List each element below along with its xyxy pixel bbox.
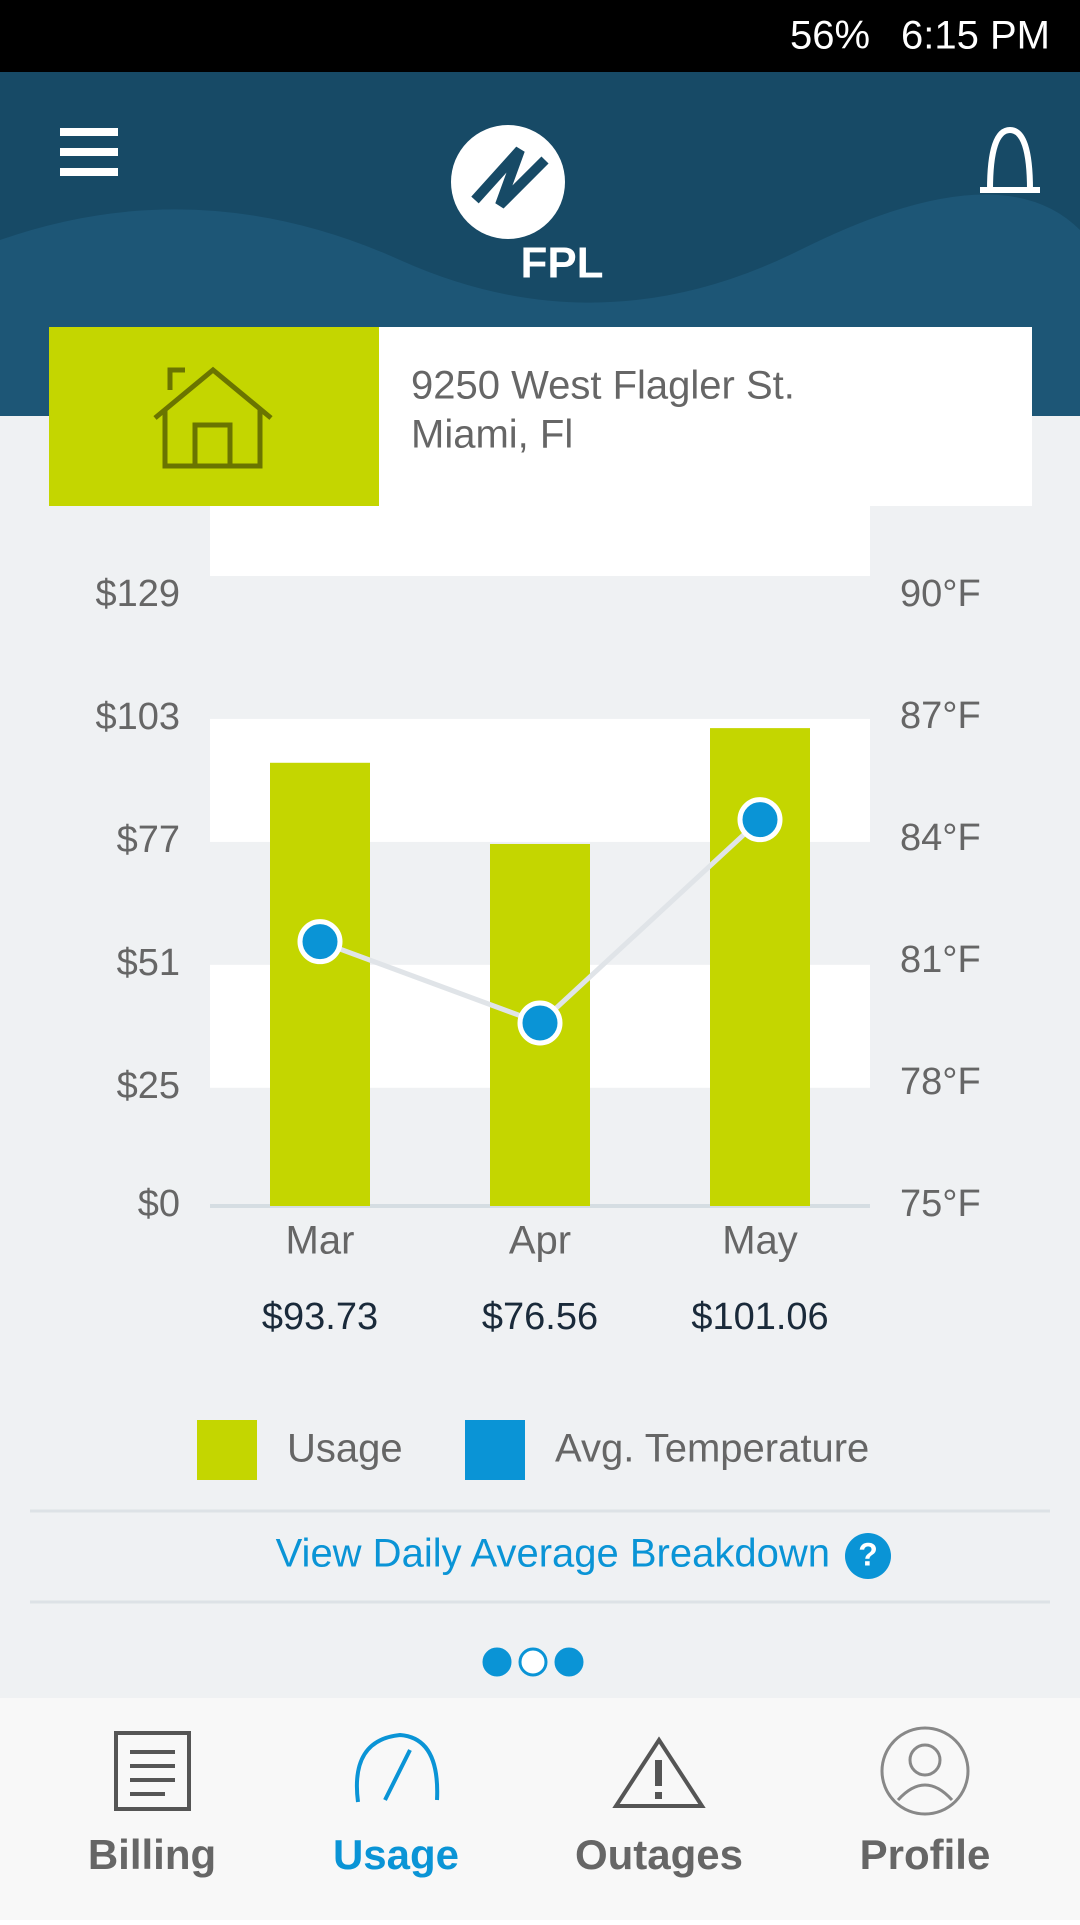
legend-swatch [465, 1420, 525, 1480]
value-label: $101.06 [691, 1296, 828, 1338]
nav-label[interactable]: Usage [333, 1831, 459, 1878]
help-text: ? [858, 1536, 878, 1572]
help-icon[interactable] [845, 1533, 891, 1579]
battery: 56% [790, 14, 870, 58]
y2-tick-label: 90°F [900, 573, 981, 615]
logo-text: FPL [520, 239, 603, 288]
y2-tick-label: 75°F [900, 1183, 981, 1225]
nav-profile-icon [880, 1726, 970, 1816]
nav-outages-icon [612, 1736, 706, 1808]
nav-billing-icon [114, 1731, 191, 1811]
page-dots [482, 1647, 584, 1677]
plot-top-band [210, 506, 870, 576]
nav-label[interactable]: Billing [88, 1831, 216, 1878]
menu-button[interactable] [60, 128, 118, 176]
y2-tick-label: 87°F [900, 695, 981, 737]
y-tick-label: $129 [95, 573, 180, 615]
legend-label: Usage [287, 1427, 403, 1471]
y-tick-label: $51 [117, 942, 180, 984]
chart: $0 $25 $51 $77 $103 $129 75°F 78°F 81°F 84°F 87°F 9… [95, 573, 981, 1480]
y-tick-label: $103 [95, 696, 180, 738]
y2-tick-label: 78°F [900, 1061, 981, 1103]
x-tick-label: May [722, 1219, 798, 1263]
x-tick-label: Apr [509, 1219, 571, 1263]
y2-tick-label: 84°F [900, 817, 981, 859]
temperature-point [737, 797, 783, 843]
time: 6:15 PM [901, 14, 1050, 58]
y2-tick-label: 81°F [900, 939, 981, 981]
logo: FPL [451, 125, 604, 288]
y-tick-label: $25 [117, 1065, 180, 1107]
breakdown-link[interactable]: View Daily Average Breakdown [276, 1532, 830, 1576]
x-tick-label: Mar [286, 1219, 355, 1263]
y-tick-label: $77 [117, 819, 180, 861]
value-label: $93.73 [262, 1296, 378, 1338]
address-card[interactable]: 9250 West Flagler St. Miami, Fl [49, 327, 1032, 506]
legend-label: Avg. Temperature [555, 1427, 869, 1471]
bar [270, 762, 370, 1206]
temperature-point [297, 919, 343, 965]
address-line: 9250 West Flagler St. [411, 364, 795, 408]
nav-label[interactable]: Outages [575, 1831, 743, 1878]
value-label: $76.56 [482, 1296, 598, 1338]
nav-usage-icon [355, 1732, 440, 1803]
bell-button[interactable] [980, 126, 1040, 193]
status-bar [0, 0, 1080, 72]
temperature-point [517, 1000, 563, 1046]
nav-label[interactable]: Profile [860, 1831, 991, 1878]
y-tick-label: $0 [138, 1183, 180, 1225]
address-line: Miami, Fl [411, 413, 573, 457]
legend-swatch [197, 1420, 257, 1480]
